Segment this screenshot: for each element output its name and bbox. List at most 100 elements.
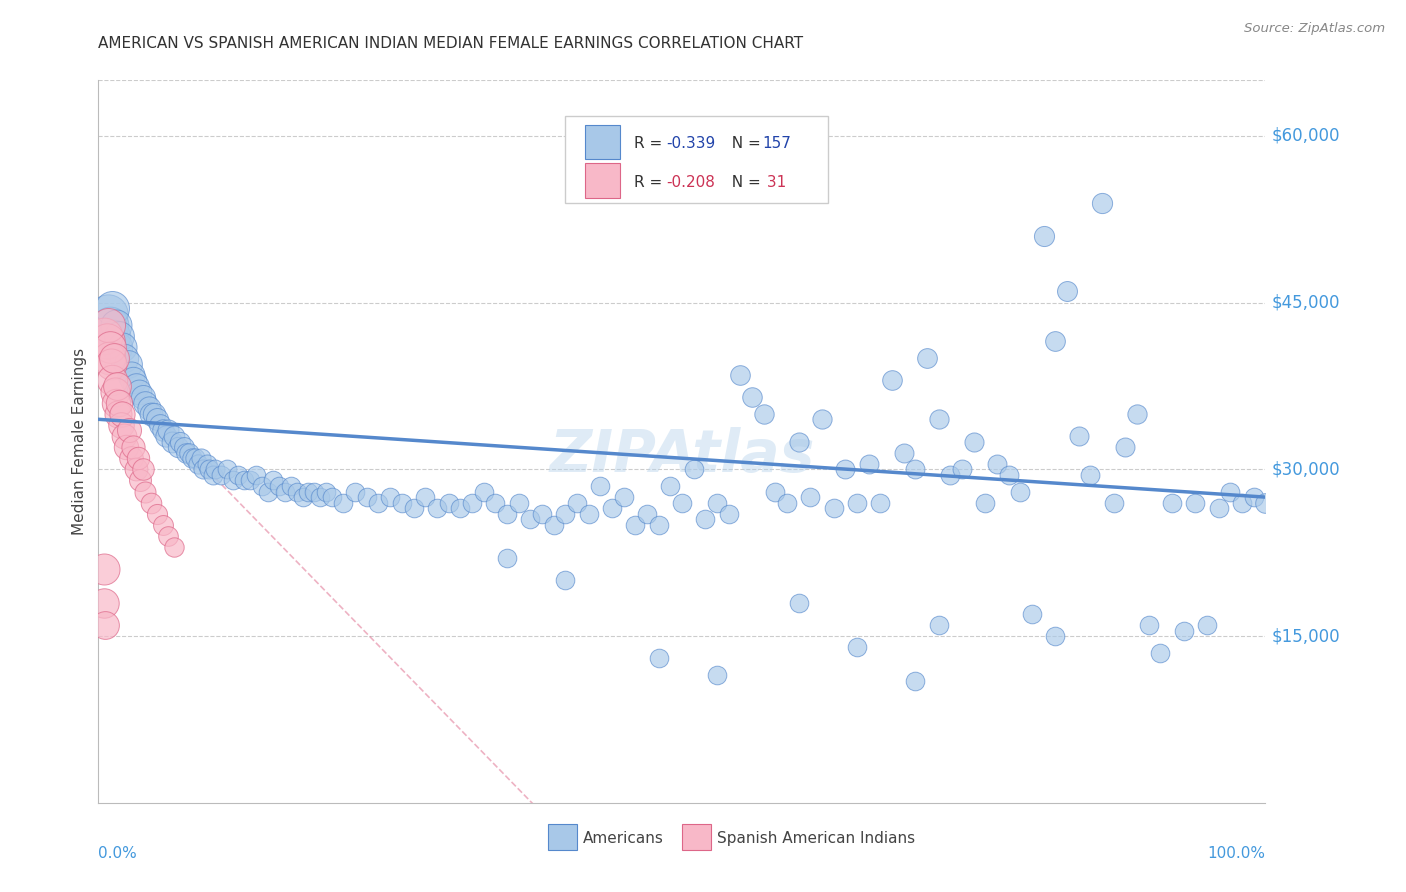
Point [122,440,145,454]
Point [97,351,120,366]
Point [228,467,250,482]
Point [155,429,177,443]
Point [717,507,740,521]
Point [706,496,728,510]
Point [184,451,207,466]
Point [636,507,658,521]
Point [233,474,256,488]
Point [125,462,148,476]
Point [682,462,704,476]
Point [120,451,142,466]
FancyBboxPatch shape [565,117,828,203]
Point [143,407,166,421]
Point [127,451,149,466]
Point [986,457,1008,471]
Point [1080,467,1102,482]
Point [647,651,669,665]
FancyBboxPatch shape [585,163,620,198]
FancyBboxPatch shape [548,824,576,850]
Point [787,596,810,610]
Point [846,496,869,510]
Point [730,368,752,382]
FancyBboxPatch shape [585,125,620,160]
Point [1045,629,1067,643]
Point [869,496,891,510]
Text: $30,000: $30,000 [1271,460,1340,478]
Point [1126,407,1149,421]
Point [108,329,131,343]
Point [508,496,530,510]
Point [117,357,139,371]
Point [1091,195,1114,210]
Point [125,379,148,393]
Point [103,329,125,343]
Point [811,412,834,426]
Text: $45,000: $45,000 [1271,293,1340,311]
Point [245,467,267,482]
Point [880,373,903,387]
Point [304,484,326,499]
Point [1021,607,1043,621]
Point [315,484,337,499]
Point [449,501,471,516]
Point [96,334,118,349]
Point [321,490,343,504]
Point [129,474,152,488]
Point [146,507,169,521]
Point [858,457,880,471]
Point [274,484,297,499]
Point [179,445,201,459]
Point [128,384,150,399]
Text: -0.208: -0.208 [666,175,716,189]
Point [193,462,215,476]
Point [496,551,519,566]
Point [997,467,1019,482]
Point [893,445,915,459]
Point [111,407,134,421]
Point [134,395,156,409]
Point [1137,618,1160,632]
Point [105,340,128,354]
Point [215,462,238,476]
Point [97,318,120,332]
Point [93,329,115,343]
Point [250,479,273,493]
Point [101,373,124,387]
Point [98,340,121,354]
Text: Source: ZipAtlas.com: Source: ZipAtlas.com [1244,22,1385,36]
Point [834,462,856,476]
Point [647,517,669,532]
Point [198,462,221,476]
Point [1067,429,1090,443]
Point [93,562,115,576]
Point [823,501,845,516]
Point [554,507,576,521]
Point [285,484,308,499]
Point [132,390,155,404]
Point [624,517,647,532]
Point [291,490,314,504]
Point [1230,496,1253,510]
Point [100,357,122,371]
Point [554,574,576,588]
Point [380,490,402,504]
Point [496,507,519,521]
Point [1032,228,1054,243]
Text: R =: R = [634,136,668,152]
Point [1184,496,1206,510]
Point [426,501,449,516]
Point [344,484,367,499]
Point [105,379,128,393]
Point [1195,618,1218,632]
Point [671,496,693,510]
Point [659,479,682,493]
Text: Americans: Americans [582,831,664,847]
Point [110,417,132,432]
Point [600,501,623,516]
Point [741,390,763,404]
Point [97,307,120,321]
Point [132,462,155,476]
Point [209,467,232,482]
Point [1045,334,1067,349]
Point [928,412,950,426]
